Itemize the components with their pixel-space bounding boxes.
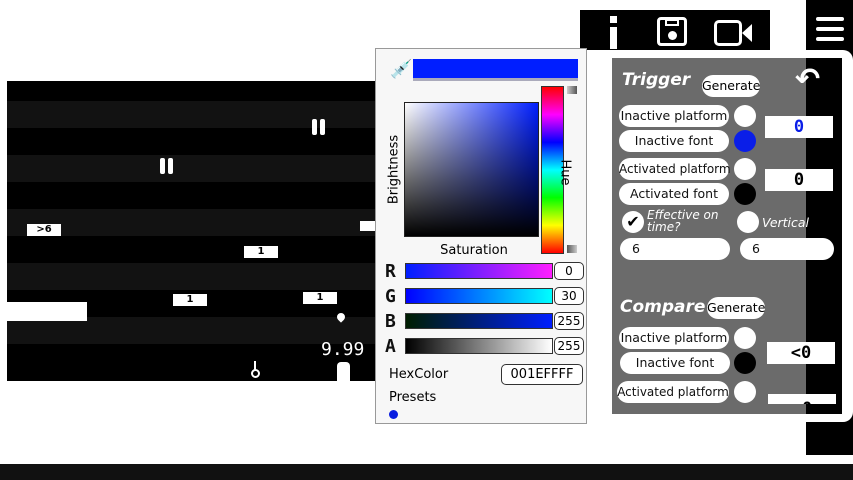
vertical-label: Vertical (762, 215, 810, 230)
eyedropper-icon[interactable]: 💉 (390, 59, 413, 80)
activated-font-button[interactable]: Activated font (619, 183, 729, 205)
compare-inactive-platform-button[interactable]: Inactive platform (619, 327, 729, 349)
compare-activated-platform-button[interactable]: Activated platform (617, 381, 729, 403)
preset-swatch[interactable] (389, 410, 398, 419)
compare-inactive-font-color[interactable] (734, 352, 756, 374)
platform[interactable]: >6 (27, 224, 61, 236)
trigger-title: Trigger (622, 70, 691, 90)
pause-icon (160, 158, 176, 174)
platform[interactable] (360, 221, 375, 231)
a-label: A (385, 336, 396, 357)
info-icon[interactable] (607, 16, 621, 52)
saturation-brightness-field[interactable] (404, 102, 539, 237)
inactive-platform-color[interactable] (734, 105, 756, 127)
hue-presets-icon[interactable] (567, 86, 577, 94)
brightness-label: Brightness (386, 134, 402, 205)
hue-presets-icon[interactable] (567, 245, 577, 253)
activated-platform-color[interactable] (734, 158, 756, 180)
platform[interactable]: 1 (244, 246, 278, 258)
a-value[interactable]: 255 (554, 337, 584, 355)
compare-activated-platform-color[interactable] (734, 381, 756, 403)
hue-slider[interactable] (541, 86, 564, 254)
current-color-swatch (413, 59, 578, 81)
compare-generate-button[interactable]: Generate (707, 297, 765, 319)
hex-input[interactable]: 001EFFFF (501, 364, 583, 385)
presets-label: Presets (389, 390, 437, 405)
inactive-font-button[interactable]: Inactive font (619, 130, 729, 152)
key-icon (251, 361, 261, 378)
g-value[interactable]: 30 (554, 287, 584, 305)
color-picker: 💉 Brightness Saturation Hue R 0 G 30 B 2… (375, 48, 587, 424)
inactive-font-color[interactable] (734, 130, 756, 152)
compare-inactive-font-button[interactable]: Inactive font (620, 352, 730, 374)
game-level[interactable]: >6 1 1 1 9.99 (7, 81, 375, 381)
hex-label: HexColor (389, 367, 449, 382)
effective-checkbox[interactable]: ✔ (622, 211, 644, 233)
inactive-preview: 0 (765, 116, 833, 138)
r-label: R (385, 261, 396, 282)
saturation-label: Saturation (440, 243, 508, 258)
vertical-checkbox[interactable] (737, 211, 759, 233)
save-icon[interactable] (657, 17, 687, 46)
g-slider[interactable] (405, 288, 553, 304)
field-1-input[interactable]: 6 (620, 238, 730, 260)
b-value[interactable]: 255 (554, 312, 584, 330)
b-slider[interactable] (405, 313, 553, 329)
r-value[interactable]: 0 (554, 262, 584, 280)
camera-icon[interactable] (714, 20, 754, 46)
timer: 9.99 (321, 339, 365, 360)
compare-title: Compare (620, 297, 706, 317)
activated-platform-button[interactable]: Activated platform (619, 158, 731, 180)
ground-platform[interactable] (7, 302, 87, 321)
hue-label: Hue (557, 159, 573, 186)
a-slider[interactable] (405, 338, 553, 354)
trigger-generate-button[interactable]: Generate (702, 75, 760, 97)
platform[interactable]: 1 (303, 292, 337, 304)
inactive-platform-button[interactable]: Inactive platform (619, 105, 729, 127)
toolbar (580, 10, 770, 50)
platform[interactable]: 1 (173, 294, 207, 306)
field-2-input[interactable]: 6 (740, 238, 834, 260)
activated-font-color[interactable] (734, 183, 756, 205)
pause-icon (312, 119, 328, 135)
compare-activated-preview: <0 (768, 394, 836, 404)
effective-label: Effective on time? (647, 208, 719, 234)
player-character (337, 362, 350, 381)
g-label: G (385, 286, 396, 307)
compare-inactive-platform-color[interactable] (734, 327, 756, 349)
menu-icon[interactable] (816, 17, 844, 41)
r-slider[interactable] (405, 263, 553, 279)
back-arrow-icon[interactable]: ↶ (795, 62, 821, 97)
compare-inactive-preview: <0 (767, 342, 835, 364)
activated-preview: 0 (765, 169, 833, 191)
b-label: B (385, 311, 396, 332)
bottom-bar (0, 464, 853, 480)
